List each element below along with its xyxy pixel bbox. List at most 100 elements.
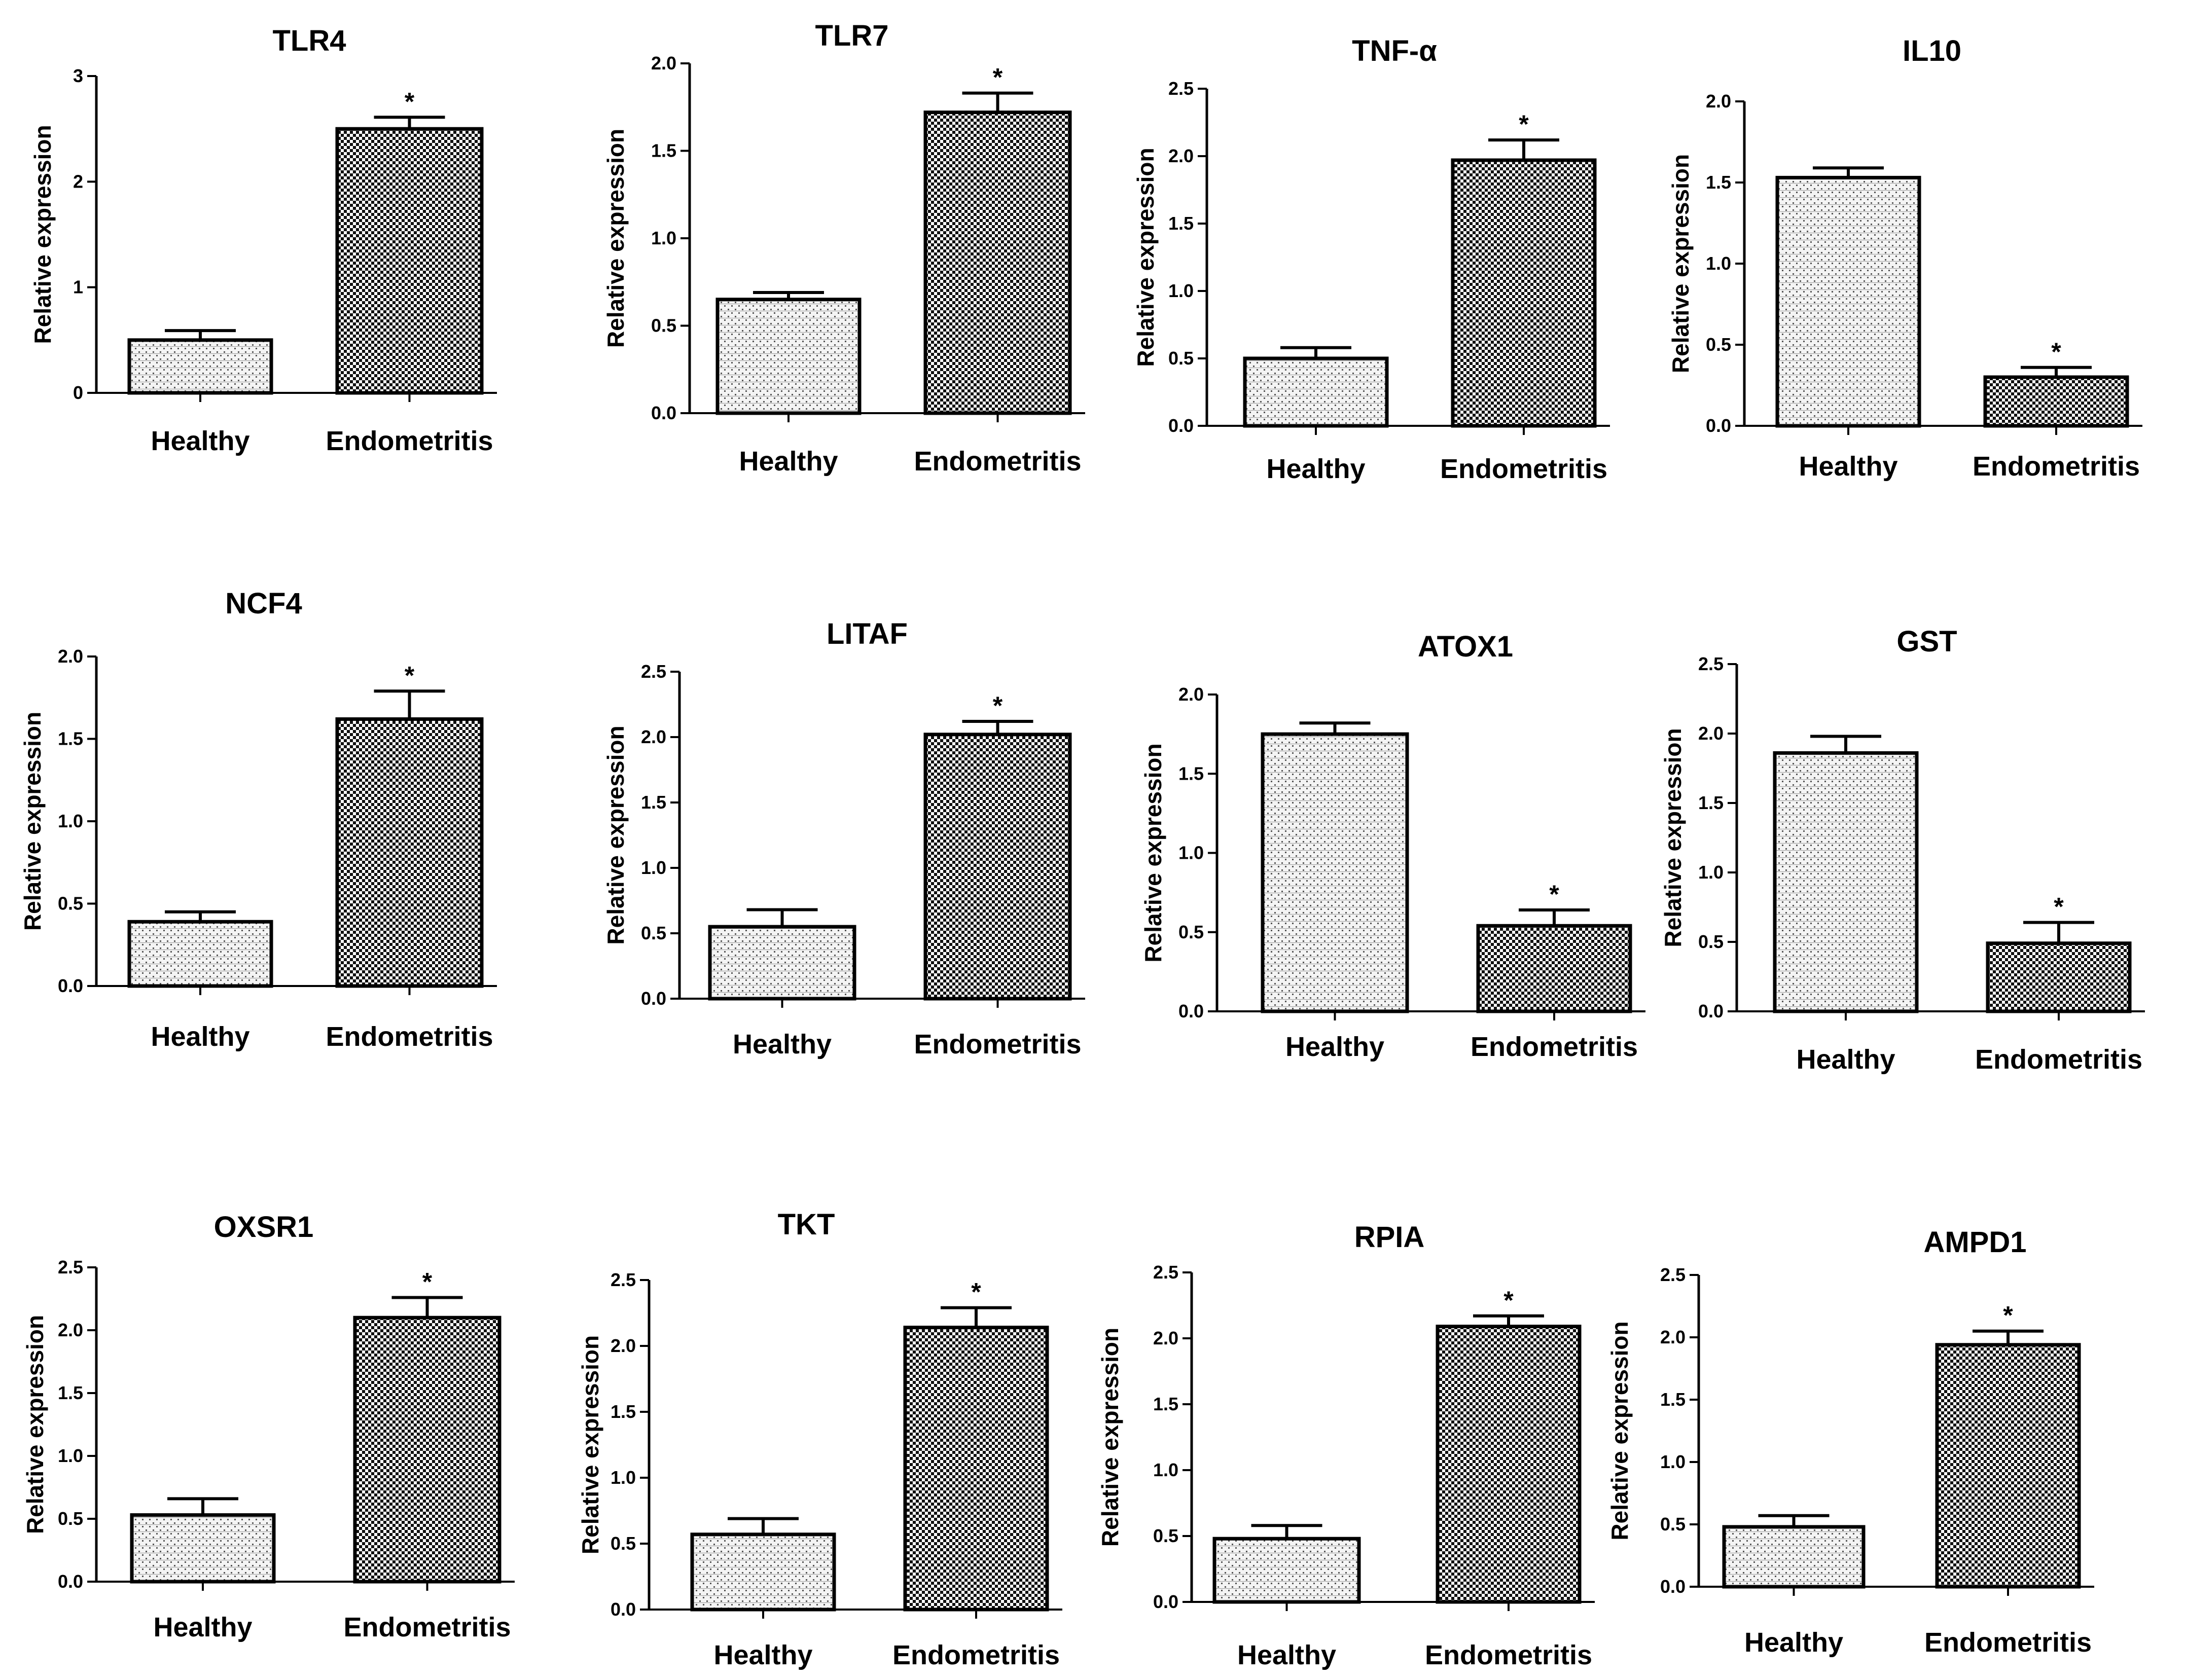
y-tick-label: 1.5 <box>1168 213 1194 234</box>
panel-title: TLR4 <box>273 24 346 57</box>
panel-title: NCF4 <box>225 587 302 620</box>
y-tick-label: 3 <box>73 65 83 86</box>
x-category-label: Healthy <box>151 1021 249 1052</box>
x-category-label: Endometritis <box>343 1612 511 1642</box>
y-tick-label: 1.0 <box>611 1467 636 1488</box>
y-tick-label: 1.0 <box>1660 1451 1686 1472</box>
y-axis-label: Relative expression <box>29 125 56 344</box>
x-category-label: Healthy <box>153 1612 252 1642</box>
x-category-label: Endometritis <box>326 1021 493 1052</box>
significance-marker: * <box>971 1278 981 1306</box>
x-category-label: Healthy <box>1799 451 1897 482</box>
y-axis-label: Relative expression <box>1140 743 1166 962</box>
y-axis-label: Relative expression <box>19 712 46 931</box>
panel-tlr7: TLR7 0.0 0.5 1.0 1.5 2.0 Relative expression He… <box>602 19 1085 477</box>
significance-marker: * <box>422 1268 433 1296</box>
significance-marker: * <box>1519 110 1529 138</box>
y-tick-label: 1.0 <box>58 1445 83 1466</box>
y-tick-label: 0.0 <box>1706 415 1731 436</box>
y-tick-label: 2.0 <box>641 726 666 747</box>
bar-endometritis <box>353 1316 502 1584</box>
significance-marker: * <box>2054 893 2064 921</box>
x-category-label: Endometritis <box>1975 1044 2142 1075</box>
y-tick-label: 2.0 <box>1698 723 1724 744</box>
bar-endometritis <box>903 1326 1049 1612</box>
y-axis-label: Relative expression <box>1132 148 1159 367</box>
y-tick-label: 0.5 <box>1168 348 1194 369</box>
significance-marker: * <box>405 661 415 689</box>
x-category-label: Endometritis <box>914 446 1081 477</box>
x-category-label: Endometritis <box>892 1640 1060 1670</box>
x-category-label: Healthy <box>1796 1044 1895 1075</box>
panel-ampd1: AMPD1 0.0 0.5 1.0 1.5 2.0 2.5 Relative expressi… <box>1606 1226 2094 1658</box>
y-tick-label: 1.5 <box>1698 792 1724 813</box>
y-tick-label: 0.5 <box>651 315 676 336</box>
bar-endometritis <box>923 111 1072 415</box>
bar-healthy <box>715 298 862 415</box>
bar-endometritis <box>1986 941 2132 1013</box>
bar-endometritis <box>1476 924 1632 1013</box>
x-category-label: Endometritis <box>1471 1032 1638 1062</box>
bar-endometritis <box>1983 375 2129 428</box>
panel-litaf: LITAF 0.0 0.5 1.0 1.5 2.0 2.5 Relative expressi… <box>602 617 1085 1060</box>
bar-healthy <box>127 920 273 988</box>
bar-endometritis <box>1451 158 1597 428</box>
y-tick-label: 0.0 <box>651 403 676 423</box>
y-tick-label: 2.5 <box>641 661 666 682</box>
y-tick-label: 0.5 <box>611 1533 636 1554</box>
y-axis-label: Relative expression <box>1097 1328 1123 1547</box>
bar-endometritis <box>335 717 484 988</box>
y-tick-label: 0.0 <box>1698 1001 1724 1021</box>
y-tick-label: 1.0 <box>1698 862 1724 883</box>
panel-title: RPIA <box>1354 1221 1425 1254</box>
bar-endometritis <box>1935 1343 2081 1589</box>
panel-title: ATOX1 <box>1418 630 1513 663</box>
y-tick-label: 2.0 <box>58 646 83 667</box>
y-tick-label: 1.0 <box>641 857 666 878</box>
panel-il10: IL10 0.0 0.5 1.0 1.5 2.0 Relative expression He… <box>1667 34 2142 482</box>
significance-marker: * <box>2051 338 2061 366</box>
panel-tkt: TKT 0.0 0.5 1.0 1.5 2.0 2.5 Relative expression… <box>577 1208 1062 1670</box>
y-axis-label: Relative expression <box>602 129 629 348</box>
significance-marker: * <box>1503 1286 1514 1314</box>
panel-tlr4: TLR4 0 1 2 3 Relative expression Healthy Endome… <box>29 24 497 456</box>
y-tick-label: 2.0 <box>1706 91 1731 112</box>
panel-title: AMPD1 <box>1923 1226 2026 1259</box>
panel-title: GST <box>1896 625 1957 658</box>
y-tick-label: 1.5 <box>58 728 83 749</box>
y-tick-label: 0.5 <box>1698 931 1724 952</box>
y-tick-label: 2.0 <box>1660 1327 1686 1347</box>
panel-title: TLR7 <box>815 19 889 52</box>
bar-healthy <box>127 338 273 395</box>
y-axis-label: Relative expression <box>1606 1321 1633 1540</box>
y-tick-label: 2.5 <box>58 1257 83 1277</box>
y-tick-label: 0.0 <box>611 1599 636 1620</box>
y-tick-label: 0.0 <box>1153 1591 1178 1612</box>
y-tick-label: 2.0 <box>651 53 676 74</box>
x-category-label: Healthy <box>1285 1032 1384 1062</box>
bar-healthy <box>130 1513 276 1584</box>
x-category-label: Healthy <box>1744 1627 1843 1658</box>
y-tick-label: 1.5 <box>1660 1389 1686 1410</box>
bar-healthy <box>708 925 856 1001</box>
significance-marker: * <box>993 63 1003 92</box>
x-category-label: Endometritis <box>1440 454 1607 484</box>
significance-marker: * <box>405 87 415 116</box>
y-tick-label: 2.5 <box>1660 1264 1686 1285</box>
significance-marker: * <box>1549 880 1559 908</box>
y-tick-label: 2.0 <box>1153 1328 1178 1348</box>
y-axis-label: Relative expression <box>1660 728 1686 947</box>
y-tick-label: 1.5 <box>1153 1394 1178 1414</box>
y-tick-label: 1.0 <box>1178 843 1204 863</box>
y-tick-label: 2.0 <box>1178 684 1204 705</box>
y-tick-label: 0.0 <box>1168 415 1194 436</box>
y-tick-label: 0.5 <box>58 893 83 914</box>
significance-marker: * <box>2003 1301 2013 1330</box>
y-axis-label: Relative expression <box>577 1335 603 1554</box>
y-tick-label: 1.5 <box>641 792 666 813</box>
y-tick-label: 1.5 <box>611 1401 636 1422</box>
bar-endometritis <box>923 733 1072 1001</box>
y-axis-label: Relative expression <box>22 1315 48 1534</box>
y-tick-label: 1.0 <box>1153 1459 1178 1480</box>
